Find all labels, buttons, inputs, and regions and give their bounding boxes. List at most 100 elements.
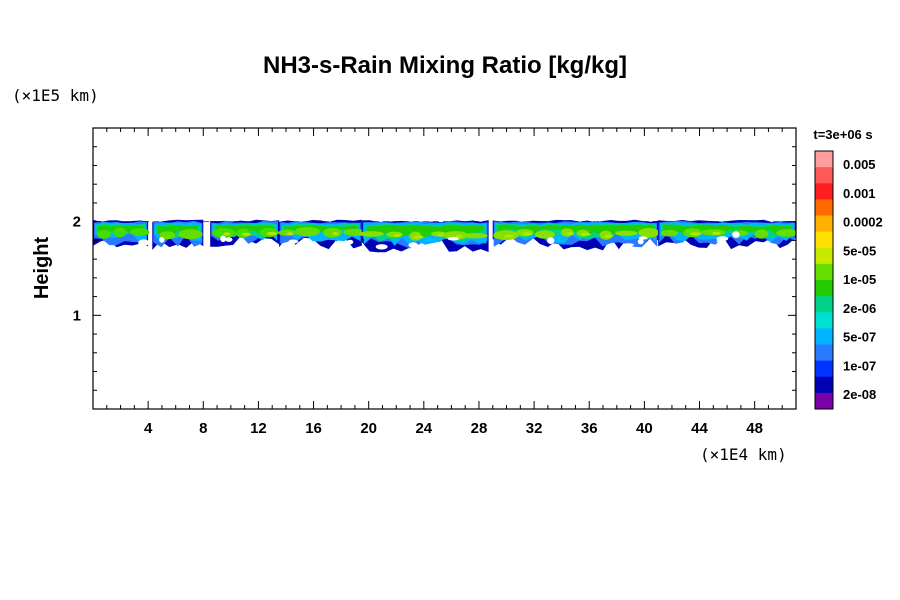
axis-ticks <box>93 128 796 409</box>
cloud-gap <box>375 244 388 250</box>
cloud-gap <box>288 239 299 244</box>
x-tick-label: 48 <box>746 420 763 437</box>
colorbar-swatch <box>815 231 833 249</box>
colorbar-swatch <box>815 247 833 265</box>
cloud-core <box>689 232 702 236</box>
cloud-core <box>754 229 769 239</box>
x-tick-label: 12 <box>250 420 267 437</box>
colorbar-swatch <box>815 328 833 346</box>
colorbar-swatch <box>815 215 833 233</box>
cloud-core <box>413 235 424 239</box>
cloud-gap <box>220 235 227 243</box>
cloud-core <box>286 232 294 236</box>
cloud-core <box>113 227 127 238</box>
cloud-core <box>566 232 574 236</box>
cloud-gap <box>638 236 648 240</box>
cloud-core <box>638 228 660 238</box>
cloud-gap <box>732 231 740 238</box>
colorbar-label: 0.001 <box>843 186 876 201</box>
colorbar-swatch <box>815 360 833 378</box>
colorbar-label: 0.0002 <box>843 215 883 230</box>
chart-title: NH3-s-Rain Mixing Ratio [kg/kg] <box>263 52 627 79</box>
x-tick-label: 24 <box>415 420 432 437</box>
colorbar-label: 2e-06 <box>843 301 876 316</box>
cloud-gap <box>547 237 555 245</box>
x-tick-label: 8 <box>199 420 207 437</box>
cloud-core <box>455 234 462 238</box>
colorbar-label: 5e-07 <box>843 330 876 345</box>
cloud-core <box>535 230 555 239</box>
colorbar-labels: 0.005 0.001 0.0002 5e-05 1e-05 2e-06 5e-07 1e-0… <box>843 157 883 402</box>
y-scale-label: (×1E5 km) <box>12 86 99 105</box>
colorbar-swatch <box>815 151 833 168</box>
cloud-gap <box>623 243 634 247</box>
x-tick-label: 40 <box>636 420 653 437</box>
cloud-core <box>523 232 532 236</box>
colorbar-swatch <box>815 392 833 410</box>
cloud-core <box>332 232 339 236</box>
cloud-gap <box>346 239 354 245</box>
colorbar-swatch <box>815 312 833 329</box>
x-tick-label: 32 <box>526 420 543 437</box>
cloud-contour <box>497 224 654 236</box>
y-axis-label: Height <box>31 237 53 300</box>
x-tick-label: 4 <box>144 420 153 437</box>
colorbar-label: 2e-08 <box>843 387 876 402</box>
cloud-core <box>393 233 402 238</box>
y-tick-label: 1 <box>73 307 81 324</box>
cloud-core <box>504 234 514 238</box>
cloud-core <box>712 231 721 235</box>
colorbar-swatch <box>815 296 833 313</box>
cloud-core <box>241 232 252 236</box>
x-tick-label: 20 <box>360 420 377 437</box>
cloud-core <box>581 232 591 236</box>
cloud-core <box>130 228 150 237</box>
plot-frame <box>92 127 797 410</box>
y-tick-labels: 12 <box>73 214 81 325</box>
colorbar-label: 0.005 <box>843 157 876 172</box>
x-tick-labels: 4 8 12 16 20 24 28 32 36 40 44 48 <box>144 420 763 437</box>
cloud-core <box>358 231 384 237</box>
cloud-gap <box>716 236 729 242</box>
colorbar-label: 1e-07 <box>843 358 876 373</box>
cloud-core <box>294 227 321 237</box>
colorbar-swatch <box>815 199 833 217</box>
cloud-core <box>660 229 679 237</box>
cloud-gap <box>159 237 165 243</box>
colorbar-swatch <box>815 280 833 297</box>
x-scale-label: (×1E4 km) <box>700 445 787 464</box>
x-tick-label: 28 <box>471 420 488 437</box>
colorbar-label: 1e-05 <box>843 272 876 287</box>
colorbar-swatch <box>815 344 833 362</box>
cloud-core <box>97 229 111 239</box>
colorbar-swatch <box>815 263 833 281</box>
colorbar-swatch <box>815 376 833 394</box>
cloud-core <box>615 230 638 236</box>
cloud-core <box>604 234 614 238</box>
cloud-core <box>776 229 796 237</box>
cloud-gap <box>408 242 418 248</box>
cloud-core <box>223 232 231 236</box>
cloud-gap <box>637 238 644 245</box>
cloud-core <box>463 233 488 239</box>
colorbar <box>814 150 834 410</box>
cloud-core <box>178 229 203 240</box>
x-tick-label: 36 <box>581 420 598 437</box>
cloud-layer <box>93 219 796 253</box>
cloud-core <box>323 227 342 238</box>
cloud-core <box>266 231 278 236</box>
colorbar-swatch <box>815 167 833 184</box>
colorbar-frame <box>814 150 834 410</box>
cloud-gap <box>447 236 459 241</box>
colorbar-label: 5e-05 <box>843 243 876 258</box>
y-tick-label: 2 <box>73 214 81 231</box>
x-tick-label: 16 <box>305 420 322 437</box>
colorbar-swatch <box>815 183 833 200</box>
time-label: t=3e+06 s <box>813 127 872 142</box>
cloud-core <box>159 231 175 240</box>
cloud-gap <box>225 237 233 242</box>
cloud-core <box>278 229 296 236</box>
cloud-core <box>212 228 236 238</box>
x-tick-label: 44 <box>691 420 708 437</box>
